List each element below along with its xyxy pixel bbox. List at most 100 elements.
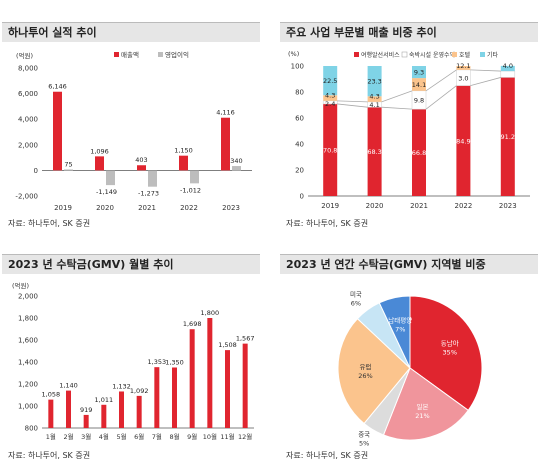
y-tick-label: 1,000 <box>18 403 38 411</box>
data-label: 1,698 <box>183 320 202 328</box>
slice-name: 일본 <box>416 402 428 411</box>
panel-gmv-region: 2023 년 연간 수탁금(GMV) 지역별 비중 동남아 35% 일본 21% 중국 5… <box>280 254 538 462</box>
stack-segment <box>367 107 382 196</box>
data-label: 919 <box>80 406 92 414</box>
legend-swatch <box>158 52 163 57</box>
x-tick-label: 6월 <box>134 432 144 441</box>
panel-title: 2023 년 연간 수탁금(GMV) 지역별 비중 <box>280 254 538 274</box>
slice-name: 미국 <box>350 289 362 298</box>
x-tick-label: 2021 <box>410 202 428 210</box>
legend-swatch <box>480 52 485 57</box>
y-tick-label: 40 <box>295 141 304 149</box>
bar <box>53 91 62 171</box>
data-label: 1,092 <box>130 387 149 395</box>
pie-slice <box>382 367 469 441</box>
panel-title: 하나투어 실적 추이 <box>2 22 260 42</box>
panel-performance: 하나투어 실적 추이 (억원) 8,000 6,000 4,000 2,000 0 -2,0… <box>2 22 260 232</box>
data-label: -1,273 <box>138 190 159 198</box>
y-tick-label: 20 <box>295 167 304 175</box>
legend-label: 기타 <box>487 51 499 59</box>
bar <box>64 169 73 171</box>
data-label: 70.8 <box>323 146 337 154</box>
data-label: 1,096 <box>90 147 109 155</box>
connector-line <box>470 69 501 72</box>
data-label: 84.9 <box>456 137 470 145</box>
data-label: 66.8 <box>412 149 426 157</box>
chart-gmv-monthly: (억원) 2,000 1,800 1,600 1,400 1,200 1,000 800 1,0… <box>12 281 255 441</box>
y-tick-label: 2,000 <box>18 293 38 301</box>
y-tick-label: 60 <box>295 115 304 123</box>
data-label: 4,116 <box>216 109 235 117</box>
stack-segment <box>367 66 382 97</box>
bar <box>189 329 195 428</box>
bar <box>179 155 188 171</box>
slice-value: 7% <box>395 325 405 333</box>
y-tick-label: 1,200 <box>18 381 38 389</box>
pie-slice <box>337 318 411 425</box>
stack-segment <box>367 101 382 108</box>
stack-segment <box>500 65 515 72</box>
stack-segment <box>323 103 338 196</box>
x-tick-label: 7월 <box>152 432 162 441</box>
bar <box>48 399 54 428</box>
y-tick-label: 100 <box>291 63 304 71</box>
stack-segment <box>323 66 338 96</box>
stack-segment <box>456 85 471 196</box>
data-label: 14.1 <box>412 81 426 89</box>
bar <box>242 343 248 428</box>
data-label: 1,350 <box>165 359 184 367</box>
stack-segment <box>412 109 426 196</box>
connector-line <box>381 90 413 103</box>
y-tick-label: 0 <box>34 167 38 175</box>
bar <box>221 117 230 171</box>
legend-label: 영업이익 <box>165 50 189 59</box>
legend-label: 매출액 <box>121 50 139 59</box>
legend-swatch <box>452 52 457 57</box>
data-label: 1,140 <box>59 382 78 390</box>
data-label: 4.3 <box>369 92 379 100</box>
bar <box>232 166 241 171</box>
slice-name: 남태평양 <box>388 315 412 324</box>
panel-gmv-monthly: 2023 년 수탁금(GMV) 월별 추이 (억원) 2,000 1,800 1,60… <box>2 254 260 462</box>
data-label: 68.3 <box>367 148 381 156</box>
stack-segment <box>367 96 382 102</box>
bar <box>66 390 71 428</box>
data-label: 3.0 <box>458 74 468 82</box>
y-axis-unit: (%) <box>288 50 299 58</box>
y-tick-label: 80 <box>295 89 304 97</box>
data-label: 1,132 <box>112 382 131 390</box>
x-tick-label: 11월 <box>220 432 234 441</box>
data-label: -1,149 <box>96 188 117 196</box>
data-label: 4.0 <box>503 62 513 70</box>
x-tick-label: 2023 <box>222 204 240 212</box>
connector-line <box>337 100 368 103</box>
pie-slice <box>409 295 483 412</box>
x-tick-label: 2월 <box>63 432 73 441</box>
x-tick-label: 8월 <box>169 432 179 441</box>
source-note: 자료: 하나투어, SK 증권 <box>286 451 369 460</box>
data-label: 340 <box>230 157 242 165</box>
bar <box>154 367 160 428</box>
data-label: 91.2 <box>501 133 515 141</box>
bar <box>190 170 199 184</box>
data-label: 1,567 <box>236 335 255 343</box>
data-label: 23.3 <box>367 78 381 86</box>
y-axis-unit: (억원) <box>12 281 29 290</box>
x-tick-label: 1월 <box>46 432 56 441</box>
slice-name: 동남아 <box>441 339 459 348</box>
legend-label: 여행알선서비스 <box>361 51 400 59</box>
x-tick-label: 9월 <box>187 432 197 441</box>
connector-line <box>337 103 368 108</box>
chart-performance: (억원) 8,000 6,000 4,000 2,000 0 -2,000 매출액 영업이익 20… <box>15 50 252 212</box>
x-tick-label: 2021 <box>138 204 156 212</box>
slice-value: 21% <box>415 412 429 420</box>
y-tick-label: 1,600 <box>18 337 38 345</box>
source-note: 자료: 하나투어, SK 증권 <box>286 219 369 228</box>
bar <box>207 318 213 428</box>
y-tick-label: 4,000 <box>18 116 38 124</box>
bar <box>148 170 157 187</box>
bar <box>101 404 107 428</box>
legend-label: 숙박시설 운영수익 <box>409 51 455 59</box>
y-axis-unit: (억원) <box>16 51 33 60</box>
x-tick-label: 3월 <box>81 432 91 441</box>
